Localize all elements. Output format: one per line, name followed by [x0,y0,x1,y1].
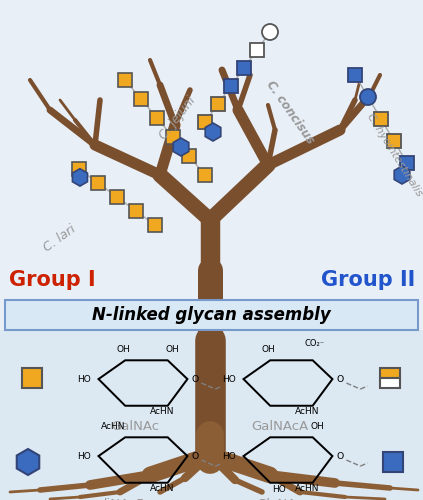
Text: O: O [336,452,343,460]
Text: HO: HO [77,452,91,460]
Circle shape [360,89,376,105]
Text: AcHN: AcHN [151,406,175,416]
Polygon shape [380,378,400,388]
Polygon shape [394,166,410,184]
Text: AcHN: AcHN [295,484,320,492]
Text: OH: OH [116,346,130,354]
Polygon shape [72,162,86,176]
Text: O: O [191,452,198,460]
Polygon shape [110,190,124,204]
Text: HO: HO [222,452,236,460]
Polygon shape [198,168,212,182]
Polygon shape [134,92,148,106]
Text: O: O [191,374,198,384]
Text: HO: HO [77,374,91,384]
Polygon shape [250,43,264,57]
Polygon shape [348,68,362,82]
Text: C. lari: C. lari [41,222,79,254]
Polygon shape [150,111,164,125]
Polygon shape [17,449,39,475]
Text: N-linked glycan assembly: N-linked glycan assembly [92,306,330,324]
Polygon shape [198,115,212,129]
Circle shape [262,24,278,40]
Polygon shape [387,134,401,148]
Text: C. hyointestinalis: C. hyointestinalis [365,112,423,198]
Polygon shape [211,97,225,111]
Text: OH: OH [166,346,179,354]
Polygon shape [173,138,189,156]
Polygon shape [118,73,132,87]
Polygon shape [374,112,388,126]
Polygon shape [205,123,221,141]
FancyBboxPatch shape [5,300,418,330]
Text: Group II: Group II [321,270,415,290]
Text: AcHN: AcHN [151,484,175,492]
Text: GlcNAc: GlcNAc [256,498,304,500]
Text: AcHN: AcHN [295,406,320,416]
Text: CO₂⁻: CO₂⁻ [305,340,325,348]
Text: Group I: Group I [9,270,95,290]
Text: HO: HO [272,484,286,494]
Polygon shape [148,218,162,232]
Text: O: O [336,374,343,384]
Text: AcHN: AcHN [101,422,126,432]
Text: C. concisus: C. concisus [264,78,316,146]
Polygon shape [22,368,42,388]
Text: OH: OH [311,422,324,432]
Text: HO: HO [222,374,236,384]
Polygon shape [72,168,88,186]
Text: GalNAcA: GalNAcA [251,420,309,434]
Polygon shape [224,79,238,93]
Text: GalNAc: GalNAc [111,420,159,434]
Text: C. jejuni: C. jejuni [157,94,199,142]
Text: OH: OH [261,346,275,354]
Text: diNAcBac: diNAcBac [99,498,162,500]
Polygon shape [237,61,251,75]
Polygon shape [0,330,423,500]
Polygon shape [383,452,403,472]
Polygon shape [166,130,180,144]
Polygon shape [400,156,414,170]
Polygon shape [380,368,400,378]
Polygon shape [91,176,105,190]
Polygon shape [182,149,196,163]
Polygon shape [129,204,143,218]
